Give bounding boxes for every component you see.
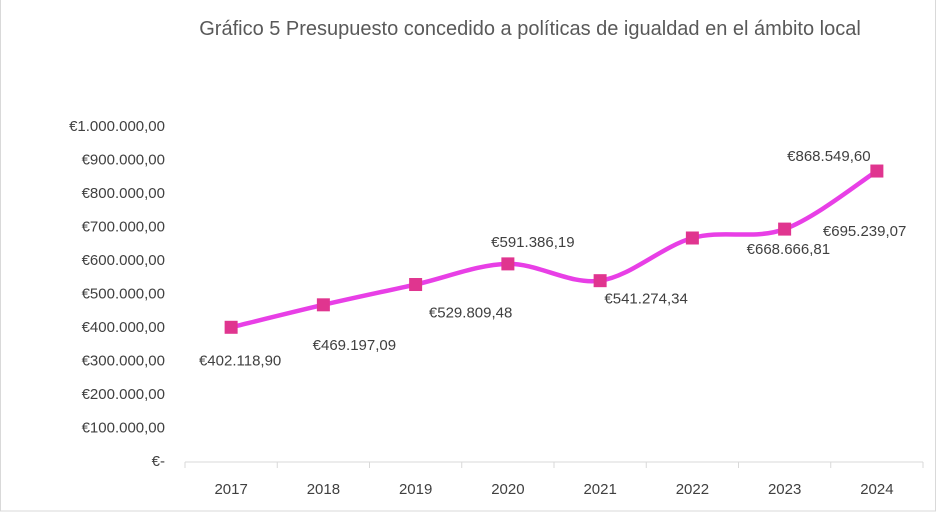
x-tick-label: 2019: [399, 481, 432, 498]
marker: [593, 274, 607, 288]
y-tick-label: €700.000,00: [82, 218, 165, 235]
data-label: €402.118,90: [199, 352, 281, 369]
y-tick-label: €-: [152, 453, 165, 470]
x-tick-label: 2023: [768, 481, 801, 498]
y-tick-label: €300.000,00: [82, 352, 165, 369]
y-tick-label: €500.000,00: [82, 285, 165, 302]
data-label: €868.549,60: [787, 148, 870, 165]
marker: [685, 231, 699, 245]
data-label: €591.386,19: [491, 234, 574, 251]
x-tick-label: 2024: [860, 481, 893, 498]
data-label: €529.809,48: [429, 304, 512, 321]
y-tick-label: €1.000.000,00: [69, 118, 165, 135]
data-label: €668.666,81: [747, 241, 830, 258]
marker: [409, 278, 423, 292]
marker: [778, 222, 792, 236]
marker: [501, 257, 515, 271]
marker: [870, 164, 884, 178]
marker: [316, 298, 330, 312]
y-tick-label: €600.000,00: [82, 252, 165, 269]
chart-title: Gráfico 5 Presupuesto concedido a políti…: [199, 18, 861, 40]
data-label: €469.197,09: [313, 337, 396, 354]
x-tick-label: 2022: [676, 481, 709, 498]
y-tick-label: €900.000,00: [82, 151, 165, 168]
marker: [224, 320, 238, 334]
y-tick-label: €200.000,00: [82, 386, 165, 403]
data-label: €541.274,34: [604, 291, 687, 308]
x-tick-label: 2020: [491, 481, 524, 498]
y-tick-label: €800.000,00: [82, 185, 165, 202]
x-tick-label: 2018: [307, 481, 340, 498]
data-label: €695.239,07: [823, 223, 906, 240]
x-tick-label: 2017: [214, 481, 247, 498]
y-tick-label: €400.000,00: [82, 319, 165, 336]
y-tick-label: €100.000,00: [82, 419, 165, 436]
x-tick-label: 2021: [583, 481, 616, 498]
